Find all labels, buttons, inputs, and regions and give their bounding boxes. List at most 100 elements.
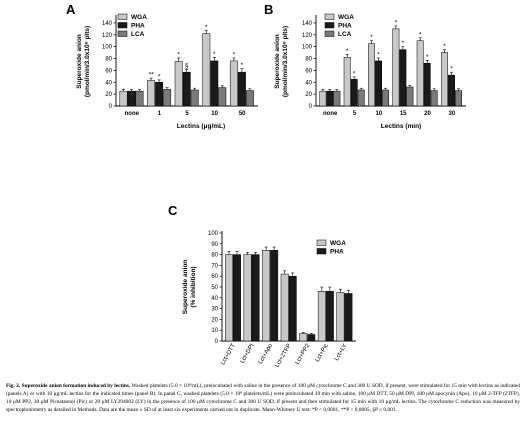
x-tick-label-c: Lct+PP2: [295, 342, 312, 365]
panel-label-a: A: [66, 2, 76, 17]
x-tick-label-text-c: Lct+PP2: [295, 342, 312, 365]
x-tick-label-text-c: Lct+Apo: [258, 342, 275, 365]
chart-panel-a: A 0 20 40 60 80 100 120 140 Superoxide anion (pmol…: [66, 2, 258, 130]
significance-mark-b: *: [370, 34, 373, 41]
bar-wga-c: [225, 254, 233, 342]
y-tick-label-b: 40: [305, 80, 312, 86]
y-tick-label-b: 20: [305, 92, 312, 98]
y-tick-label-c: 80: [211, 253, 218, 259]
legend-swatch-pha-c: [316, 248, 327, 255]
y-tick-label-a: 60: [105, 68, 112, 74]
significance-mark-b: *: [395, 19, 398, 26]
x-tick-label-b: 30: [448, 111, 455, 117]
y-tick-label-c: 20: [211, 317, 218, 323]
bar-wga-c: [317, 291, 326, 342]
legend-swatch-pha-a: [117, 22, 128, 29]
y-axis-label-b: Superoxide anion (pmol/min/3.0x10⁸ plts): [274, 26, 289, 97]
legend-swatch-wga-c: [316, 239, 327, 246]
bar-pha-c: [307, 334, 316, 342]
x-tick-label-a: 5: [185, 111, 189, 117]
x-tick-label-b: 20: [424, 111, 431, 117]
x-axis-label-b: Lectins (min): [381, 123, 421, 130]
y-tick-label-b: 80: [305, 57, 312, 63]
y-tick-label-c: 100: [208, 231, 219, 237]
y-tick-label-c: 50: [211, 285, 218, 291]
y-axis-label-c: Superoxide anion (% inhibition): [182, 260, 197, 315]
significance-mark-b: *: [426, 54, 429, 61]
x-tick-label-text-c: Lct+DTT: [220, 343, 237, 366]
y-tick-label-a: 80: [105, 57, 112, 63]
y-axis-label-line-c: (% inhibition): [190, 266, 197, 307]
legend-swatch-wga-b: [324, 13, 335, 20]
legend-swatch-lca-b: [324, 30, 335, 37]
significance-mark-b: *: [377, 51, 380, 58]
y-tick-label-c: 90: [211, 242, 218, 248]
bar-wga-c: [280, 273, 289, 342]
legend-swatch-wga-a: [117, 13, 128, 20]
bar-pha-c: [288, 275, 297, 342]
x-tick-label-text-c: Lct+Pic: [315, 343, 330, 363]
legend-label-lca-a: LCA: [131, 31, 145, 38]
y-axis-label-line-a: (pmol/min/3.0x10⁸ plts): [84, 26, 91, 97]
y-axis-label-line-a: Superoxide anion: [76, 34, 83, 89]
significance-mark-a: *: [241, 62, 244, 69]
y-axis-label-line-c: Superoxide anion: [182, 260, 189, 315]
bar-wga-c: [336, 292, 345, 342]
x-tick-label-c: Lct+DTT: [220, 343, 237, 366]
significance-mark-a: *: [205, 24, 208, 31]
x-tick-label-a: 1: [158, 111, 162, 117]
y-tick-label-c: 60: [211, 274, 218, 280]
y-tick-label-b: 140: [302, 21, 313, 27]
y-tick-label-a: 140: [102, 21, 113, 27]
significance-mark-a: *: [233, 51, 236, 58]
x-tick-label-c: Lct+2TFP: [274, 343, 292, 369]
significance-mark-a: *: [213, 51, 216, 58]
bar-pha-c: [270, 250, 279, 342]
legend-swatch-lca-a: [117, 30, 128, 37]
y-tick-label-c: 70: [211, 263, 218, 269]
y-tick-label-a: 20: [105, 92, 112, 98]
chart-panel-c: C 0 10 20 30 40 50 60 70 80 90 100 Superoxide anion(…: [168, 203, 356, 369]
significance-mark-b: *: [419, 31, 422, 38]
legend-label-lca-b: LCA: [338, 31, 352, 38]
x-tick-label-a: 50: [239, 111, 246, 117]
caption-title: Superoxide anion formation induced by le…: [21, 383, 131, 389]
legend-label-wga-b: WGA: [338, 14, 354, 21]
significance-mark-a: **: [149, 72, 155, 79]
chart-panel-b: B 0 20 40 60 80 100 120 140 Superoxide anion (pmol…: [264, 2, 466, 130]
y-tick-label-a: 40: [105, 80, 112, 86]
panel-label-b: B: [264, 2, 273, 17]
y-axis-label-line-b: (pmol/min/3.0x10⁸ plts): [282, 26, 289, 97]
legend-label-pha-a: PHA: [131, 23, 145, 30]
legend-label-wga-c: WGA: [330, 240, 346, 247]
y-tick-label-c: 40: [211, 296, 218, 302]
significance-mark-a: §: [185, 63, 189, 70]
y-tick-label-b: 100: [302, 45, 313, 51]
x-tick-label-b: 10: [375, 111, 382, 117]
bar-pha-c: [344, 293, 353, 342]
x-tick-label-a: 10: [211, 111, 218, 117]
y-tick-label-c: 30: [211, 307, 218, 313]
x-tick-label-b: 15: [400, 111, 407, 117]
bar-wga-c: [262, 250, 271, 342]
bar-pha-c: [251, 254, 260, 342]
significance-mark-b: *: [450, 66, 453, 73]
y-axis-label-line-b: Superoxide anion: [274, 34, 281, 89]
x-tick-label-b: none: [323, 111, 338, 117]
y-tick-label-a: 0: [109, 104, 113, 110]
significance-mark-a: *: [158, 73, 161, 80]
caption-body: Washed platelets (5.0 × 10⁸/mL), preincu…: [6, 383, 520, 414]
x-tick-label-c: Lct+Apo: [258, 342, 275, 365]
bar-wga-c: [299, 333, 308, 342]
y-tick-label-b: 0: [309, 104, 313, 110]
bar-pha-c: [233, 254, 241, 342]
x-tick-label-c: Lct+Pic: [315, 343, 330, 363]
y-tick-label-a: 100: [102, 45, 113, 51]
x-axis-label-a: Lectins (μg/mL): [177, 123, 225, 130]
panel-label-c: C: [168, 203, 178, 218]
legend-label-wga-a: WGA: [131, 14, 147, 21]
y-tick-label-c: 10: [211, 328, 218, 334]
significance-mark-b: *: [443, 43, 446, 50]
y-tick-label-b: 120: [302, 33, 313, 39]
x-tick-label-c: Lct+DPI: [240, 343, 256, 365]
